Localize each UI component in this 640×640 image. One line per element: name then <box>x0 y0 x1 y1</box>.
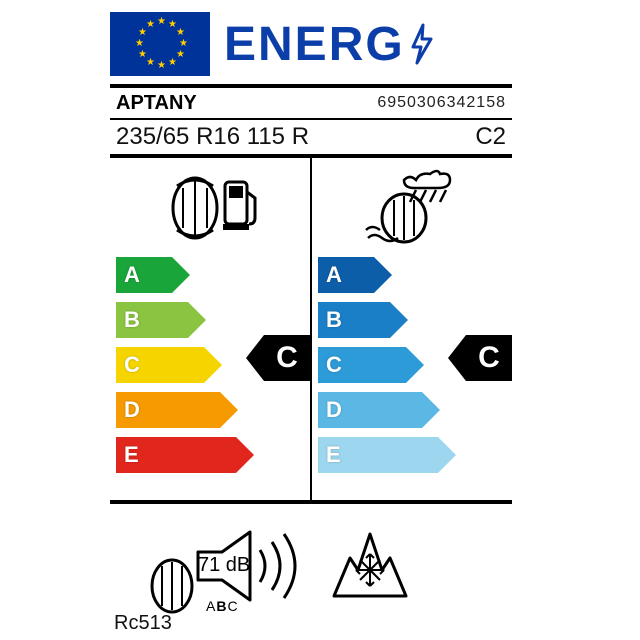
size-bar: 235/65 R16 115 R C2 <box>110 118 512 158</box>
fuel-rating: C <box>276 341 298 375</box>
wet-panel: ABCDE C <box>312 158 512 500</box>
header: ★★★★★★★★★★★★ ENERG <box>110 12 512 76</box>
fuel-panel: ABCDE C <box>110 158 312 500</box>
wet-icon <box>318 168 512 248</box>
noise-block: 71 dB ABC <box>140 520 310 616</box>
rating-arrow-e: E <box>318 437 512 473</box>
wet-rating-badge: C <box>466 335 512 381</box>
tyre-size: 235/65 R16 115 R <box>116 123 309 151</box>
energy-title: ENERG <box>224 17 437 72</box>
rating-arrow-d: D <box>116 392 310 428</box>
rating-arrow-b: B <box>116 302 310 338</box>
brand-name: APTANY <box>116 92 197 115</box>
noise-class: ABC <box>206 598 239 614</box>
rating-arrow-b: B <box>318 302 512 338</box>
bolt-icon <box>407 23 437 65</box>
noise-db: 71 dB <box>198 554 250 577</box>
rating-arrow-a: A <box>318 257 512 293</box>
ean-code: 6950306342158 <box>377 94 506 112</box>
wet-rating: C <box>478 341 500 375</box>
rating-arrow-e: E <box>116 437 310 473</box>
tyre-class: C2 <box>475 123 506 151</box>
model-code: Rc513 <box>114 612 172 635</box>
fuel-icon <box>116 168 310 248</box>
eu-flag: ★★★★★★★★★★★★ <box>110 12 210 76</box>
energy-text: ENERG <box>224 17 405 72</box>
rating-arrow-d: D <box>318 392 512 428</box>
bottom-area: 71 dB ABC Rc513 <box>110 508 512 628</box>
eu-tyre-label: ★★★★★★★★★★★★ ENERG APTANY 6950306342158 … <box>110 12 512 504</box>
rating-arrow-a: A <box>116 257 310 293</box>
fuel-rating-badge: C <box>264 335 310 381</box>
brand-bar: APTANY 6950306342158 <box>110 84 512 118</box>
snow-icon <box>326 524 414 604</box>
rating-panels: ABCDE C <box>110 158 512 504</box>
